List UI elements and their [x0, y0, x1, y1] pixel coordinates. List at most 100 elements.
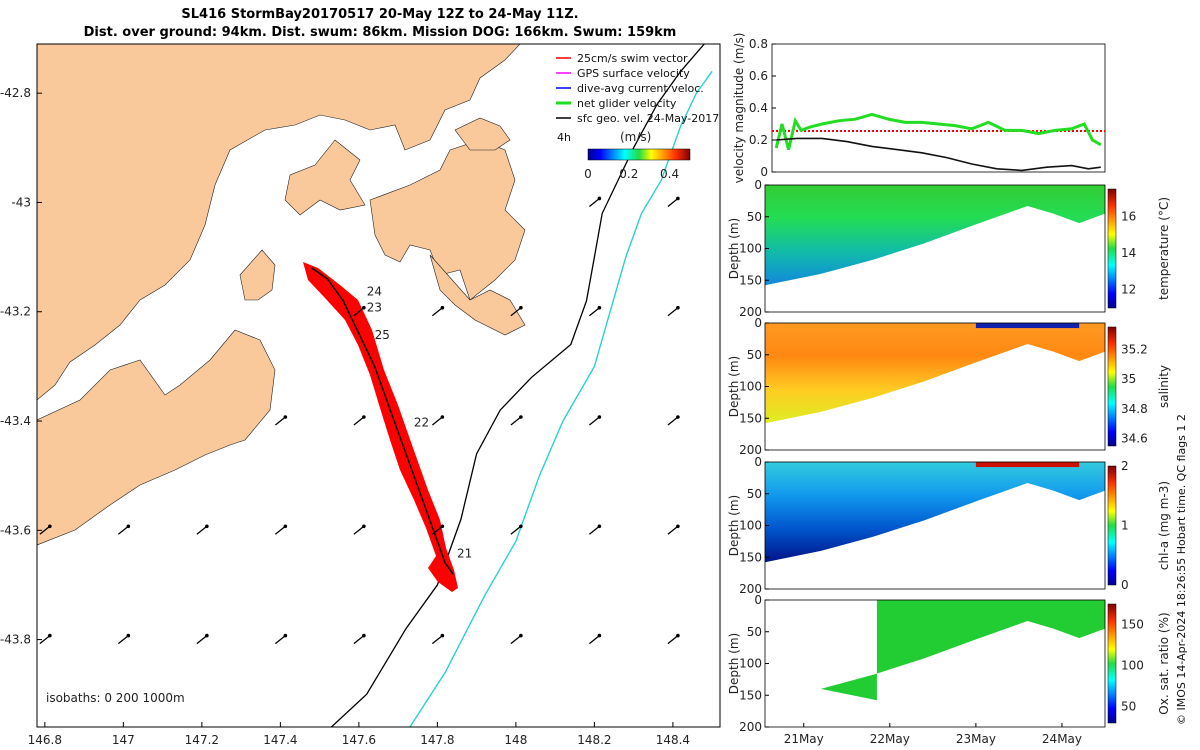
velocity-arrow: [353, 416, 365, 426]
depth-tick: 150: [739, 688, 762, 702]
velocity-arrow-head: [440, 305, 445, 310]
colorbar-tick: 0.2: [619, 167, 638, 181]
land-tasman: [369, 139, 526, 301]
colorbar-label: temperature (°C): [1157, 197, 1171, 300]
velocity-arrow: [588, 307, 600, 317]
colorbar-tick: 100: [1121, 659, 1144, 673]
velocity-arrow-head: [205, 633, 209, 638]
colorbar-tick: 150: [1121, 618, 1144, 632]
depth-tick: 0: [754, 316, 762, 330]
day-label: 24: [367, 284, 382, 298]
velocity-arrow: [510, 525, 522, 535]
map-x-tick-label: 148: [504, 733, 527, 747]
map-y-tick-label: -43.6: [0, 523, 31, 537]
velocity-arrow-head: [48, 524, 52, 529]
velocity-panel: 0 0.2 0.4 0.6 0.8 velocity magnitude (m/s): [732, 33, 1106, 184]
velocity-arrow: [588, 416, 600, 426]
colorbar-tick: 34.6: [1121, 432, 1148, 446]
colorbar-tick: 2: [1121, 459, 1129, 473]
surface-feature: [975, 462, 1080, 468]
day-label: 21: [457, 547, 472, 561]
section-colorbar: [1107, 465, 1117, 586]
depth-axis-label: Depth (m): [727, 633, 741, 694]
temperature-section: 0 50 100 150 200 Depth (m) 12 14 16 temperature (…: [727, 178, 1171, 319]
velocity-arrow: [667, 525, 679, 535]
velocity-arrow: [196, 525, 208, 535]
velocity-arrow-head: [362, 633, 366, 638]
velocity-arrow-head: [440, 415, 445, 419]
velocity-arrow: [588, 525, 600, 535]
colorbar-tick: 16: [1121, 209, 1136, 223]
velocity-arrow-head: [676, 524, 680, 529]
velocity-arrow: [353, 525, 365, 535]
current-path-line: [409, 70, 713, 727]
velocity-arrow: [196, 635, 208, 645]
map-y-tick-label: -43.8: [0, 633, 31, 647]
map-x-tick-label: 147.4: [263, 733, 297, 747]
land-central: [284, 139, 366, 216]
colorbar-gradient: [587, 148, 691, 161]
velocity-arrow: [117, 635, 129, 645]
map-x-tick-label: 148.4: [656, 733, 690, 747]
colorbar-unit-label: (m/s): [620, 130, 651, 144]
depth-tick: 100: [739, 519, 762, 533]
velocity-arrow-head: [126, 524, 131, 529]
velocity-y-ticks: 0 0.2 0.4 0.6 0.8: [749, 37, 776, 179]
velocity-arrow: [431, 416, 443, 426]
sfc-geo-velocity-line: [776, 137, 1101, 172]
date-tick: 22May: [870, 732, 910, 746]
velocity-y-label: velocity magnitude (m/s): [732, 33, 746, 184]
velocity-arrow: [274, 635, 286, 645]
velocity-arrow-head: [205, 524, 209, 529]
depth-tick: 0: [754, 178, 762, 192]
depth-tick: 0: [754, 455, 762, 469]
depth-tick: 50: [747, 210, 762, 224]
velocity-arrow-head: [126, 633, 131, 638]
depth-tick: 100: [739, 657, 762, 671]
map-legend: 25cm/s swim vector GPS surface velocity di…: [556, 52, 719, 125]
depth-tick: 0: [754, 593, 762, 607]
land-southwest: [37, 329, 276, 546]
colorbar-tick: 35: [1121, 372, 1136, 386]
glider-swath: [303, 262, 458, 592]
velocity-arrow-head: [676, 305, 680, 310]
velocity-y-tick: 0.6: [749, 69, 768, 83]
copyright-note: © IMOS 14-Apr-2024 18:26:55 Hobart time.…: [1175, 414, 1188, 725]
velocity-arrow-head: [597, 524, 602, 529]
section-data-field: [765, 185, 1105, 286]
colorbar-tick: 0: [1121, 578, 1129, 592]
land-forestier: [429, 254, 526, 336]
depth-tick: 200: [739, 720, 762, 734]
depth-tick: 50: [747, 348, 762, 362]
velocity-arrow-head: [519, 524, 523, 529]
legend-entry: dive-avg current veloc.: [577, 82, 704, 95]
map-x-tick-label: 147.6: [342, 733, 376, 747]
velocity-arrow-head: [362, 305, 366, 310]
glider-track-line: [311, 267, 454, 575]
depth-tick: 150: [739, 550, 762, 564]
colorbar-tick: 50: [1121, 700, 1136, 714]
velocity-arrow: [353, 635, 365, 645]
velocity-arrow: [667, 307, 679, 317]
velocity-arrow: [510, 635, 522, 645]
velocity-arrow-head: [597, 196, 602, 201]
salinity-section: 0 50 100 150 200 Depth (m) 34.6 34.8 35 35.2 salin…: [727, 316, 1171, 457]
depth-tick: 200: [739, 443, 762, 457]
section-colorbar: [1107, 326, 1117, 447]
velocity-arrow: [588, 197, 600, 207]
surface-feature: [975, 323, 1080, 329]
velocity-arrow-head: [283, 633, 288, 638]
land-west: [37, 44, 521, 401]
day-label: 23: [367, 301, 382, 315]
legend-entry: sfc geo. vel. 24-May-2017: [577, 112, 719, 125]
map-y-tick-label: -43.2: [0, 305, 31, 319]
velocity-arrow-head: [676, 415, 680, 419]
colorbar-ticks: 0 0.2 0.4: [584, 167, 679, 181]
map-y-tick-label: -42.8: [0, 86, 31, 100]
velocity-arrow-head: [362, 524, 366, 529]
velocity-arrow-head: [283, 415, 288, 419]
depth-axis-label: Depth (m): [727, 495, 741, 556]
colorbar-label: salinity: [1157, 365, 1171, 408]
section-data-field: [765, 323, 1105, 424]
depth-tick: 100: [739, 242, 762, 256]
